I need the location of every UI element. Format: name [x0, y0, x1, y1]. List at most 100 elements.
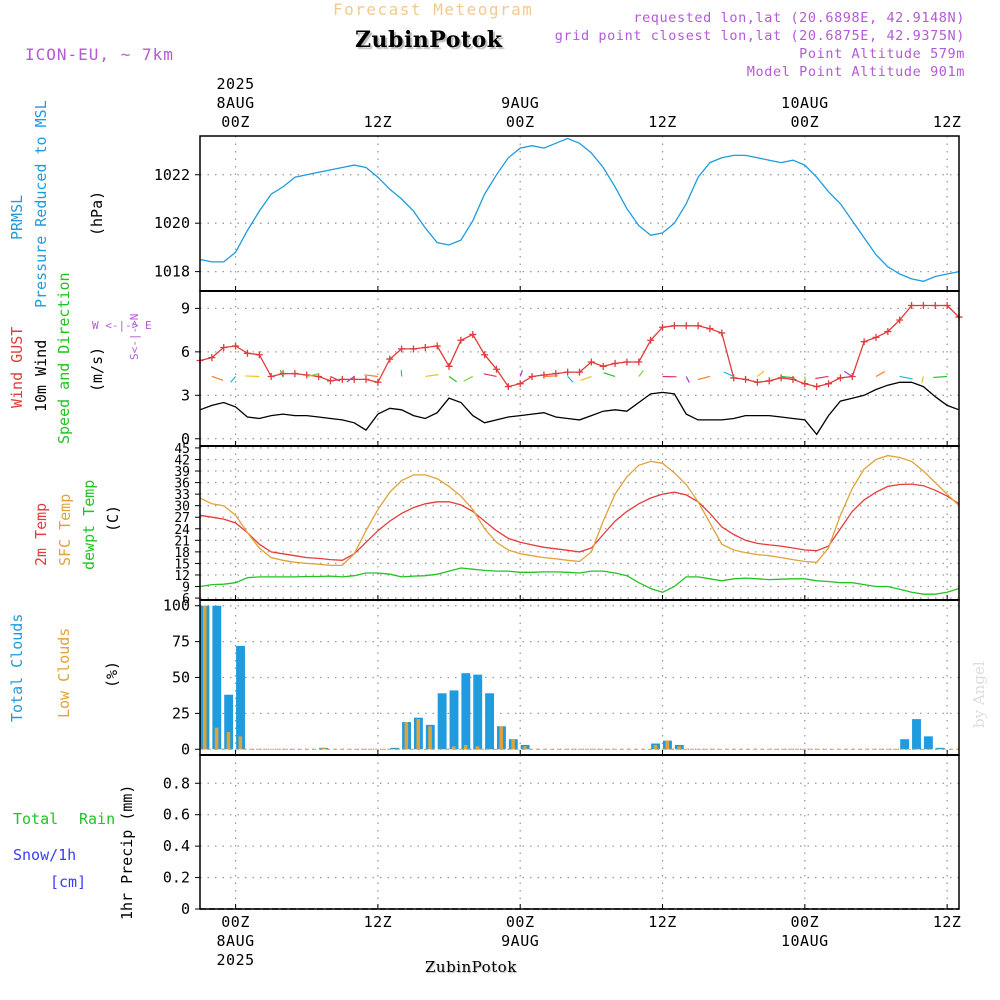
ytick-label: 9 [181, 299, 190, 317]
wind-direction-arrow [230, 376, 237, 383]
total-cloud-bar [437, 693, 447, 750]
gust-point [232, 342, 240, 350]
wind-direction-arrow [638, 370, 644, 377]
top-time-hour: 12Z [648, 113, 677, 131]
gust-point [908, 301, 916, 309]
ytick-label: 24 [174, 523, 190, 538]
total-cloud-bar [935, 747, 945, 750]
total-cloud-bar [912, 719, 921, 750]
top-time-hour: 12Z [363, 113, 393, 131]
low-cloud-bar [511, 739, 515, 750]
top-time-day: 9AUG [501, 94, 540, 112]
bottom-time-hour: 12Z [932, 913, 962, 931]
gust-point [635, 358, 643, 366]
snow-unit-label: [cm] [50, 873, 87, 891]
gust-point [730, 374, 738, 382]
gust-point [919, 301, 927, 309]
model-label: ICON-EU, ~ 7km [25, 45, 174, 64]
low-cloud-bar [214, 727, 219, 750]
low-cloud-bar [677, 746, 681, 750]
ytick-label: 33 [174, 488, 190, 503]
total-precip-label: Total [13, 810, 59, 828]
low-cloud-bar [665, 740, 670, 750]
gust-point [516, 380, 524, 388]
low-cloud-bar [475, 746, 480, 750]
gust-point [860, 338, 868, 346]
gust-point [433, 342, 441, 350]
panel-frame [199, 290, 960, 447]
total-cloud-bar [236, 645, 245, 750]
closest-coords: grid point closest lon,lat (20.6875E, 42… [554, 28, 965, 44]
ytick-label: 42 [174, 453, 190, 468]
ytick-label: 100 [163, 597, 190, 615]
ytick-label: 6 [182, 592, 190, 607]
bottom-time-day: 9AUG [501, 932, 540, 950]
series-10m-wind [199, 381, 960, 436]
gust-point [706, 325, 714, 333]
low-cloud-bar [428, 726, 432, 750]
ytick-label: 9 [182, 581, 190, 596]
ytick-label: 6 [181, 343, 190, 361]
top-time-hour: 00Z [505, 113, 535, 131]
gust-point [694, 322, 702, 330]
supertitle: Forecast Meteogram [333, 0, 534, 19]
ytick-label: 0.6 [163, 806, 190, 824]
gust-point [896, 316, 904, 324]
wind-direction-arrow [425, 374, 439, 378]
wind-direction-arrow [306, 373, 320, 378]
model-altitude: Model Point Altitude 901m [746, 64, 965, 80]
gust-point [386, 355, 394, 363]
wind-direction-arrow [603, 372, 616, 378]
bottom-time-hour: 00Z [790, 913, 820, 931]
total-cloud-bar [473, 674, 483, 750]
gust-point [872, 333, 880, 341]
gust-point [647, 336, 655, 344]
gust-point [884, 328, 892, 336]
low-cloud-bar [463, 744, 468, 750]
low-cloud-bar [452, 746, 456, 750]
ytick-label: 21 [174, 534, 190, 549]
gust-point [409, 345, 417, 353]
wind-direction-arrow [448, 375, 458, 383]
gust-point [220, 343, 228, 351]
wind-direction-arrow [843, 370, 853, 377]
ytick-label: 39 [174, 465, 190, 480]
series-sfc-temp [199, 454, 960, 567]
gust-point [813, 383, 821, 391]
top-time-year: 2025 [216, 75, 255, 93]
gust-point [469, 330, 477, 338]
wind-direction-arrow [757, 370, 765, 377]
series-2m-temp [199, 483, 960, 561]
gust-point [659, 323, 667, 331]
ytick-label: 36 [174, 477, 190, 492]
gust-point [587, 358, 595, 366]
total-cloud-bar [900, 739, 910, 750]
gust-point [777, 374, 785, 382]
low-cloud-bar [238, 736, 243, 750]
gust-point [303, 371, 311, 379]
gust-point [528, 372, 536, 380]
wind-direction-arrow [567, 376, 574, 383]
wind-direction-arrow [519, 370, 523, 377]
bottom-time-day: 10AUG [781, 932, 829, 950]
low-cloud-bar [226, 732, 231, 750]
gust-point [291, 370, 299, 378]
low-cloud-bar [404, 721, 409, 750]
compass-we: W <-|-> E [92, 319, 152, 332]
wind-direction-arrow [211, 375, 224, 381]
wind-direction-arrow [463, 375, 474, 382]
total-cloud-bar [485, 693, 495, 750]
top-time-hour: 12Z [932, 113, 962, 131]
wind-direction-arrow [346, 375, 355, 383]
low-cloud-bar [202, 605, 207, 750]
panel-frame [199, 135, 960, 292]
gust-point [243, 349, 251, 357]
gust-point [564, 368, 572, 376]
series-dewpt-temp [199, 567, 960, 595]
gust-point [836, 374, 844, 382]
station-title: ZubinPotok [355, 27, 503, 53]
requested-coords: requested lon,lat (20.6898E, 42.9148N) [633, 10, 965, 26]
point-altitude: Point Altitude 579m [799, 46, 965, 62]
gust-point [742, 375, 750, 383]
